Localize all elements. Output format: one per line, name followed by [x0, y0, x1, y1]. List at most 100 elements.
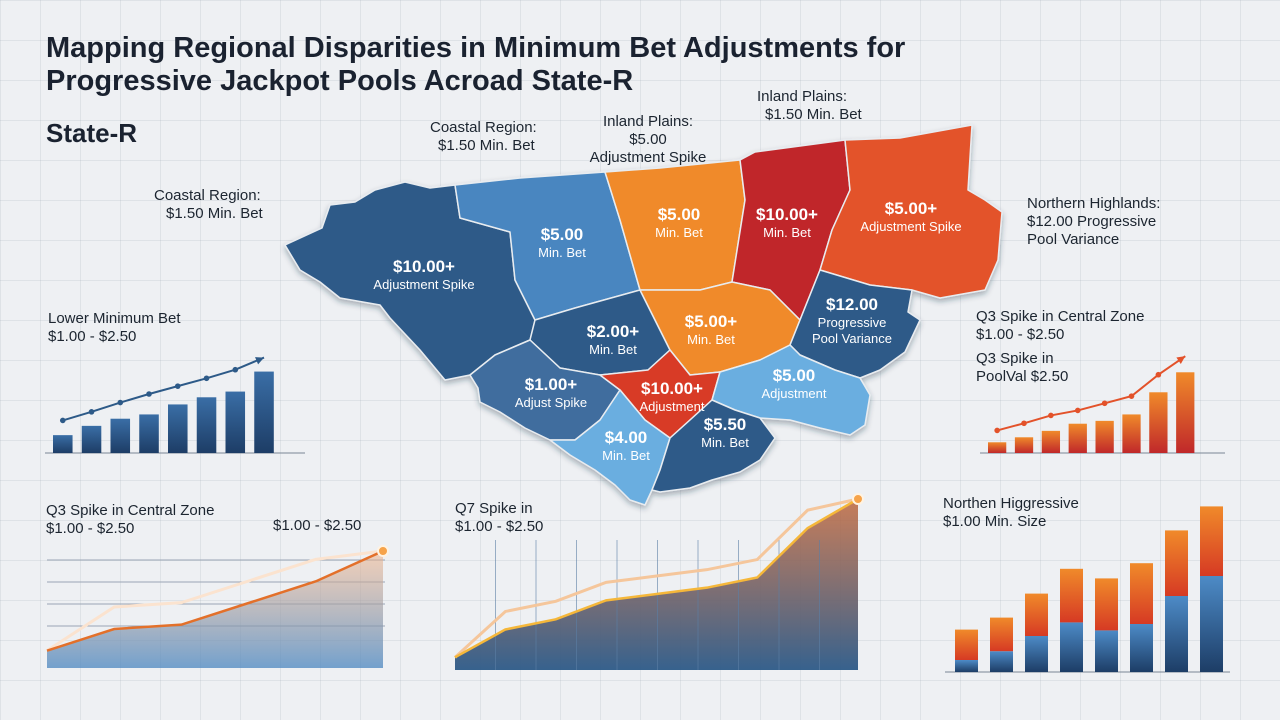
chart-bar-top	[1095, 578, 1118, 631]
map-region-label: Min. Bet	[687, 332, 735, 347]
map-region-northeast[interactable]	[819, 124, 1003, 299]
chart5-label-line1: Northen Higgressive	[943, 495, 1079, 512]
chart-trend-point	[146, 391, 152, 397]
chart-bar-base	[1060, 622, 1083, 672]
callout-inland-center: Inland Plains: $5.00 Adjustment Spike	[588, 113, 708, 167]
chart-bar-top	[990, 617, 1013, 652]
chart3-end-label: $1.00 - $2.50	[273, 517, 362, 534]
map-region-value: $2.00+	[587, 322, 640, 341]
chart-trend-arrow	[1176, 356, 1186, 364]
chart-trend-point	[994, 427, 1000, 434]
map-region-value: $12.00	[826, 295, 878, 314]
map-region-label: Min. Bet	[602, 448, 650, 463]
chart-bar-base	[955, 660, 978, 672]
callout-coastal-top-line1: Coastal Region:	[430, 119, 537, 136]
chart1-bar	[45, 356, 305, 454]
chart1-label: Lower Minimum Bet $1.00 - $2.50	[48, 310, 181, 346]
chart2-label-line2: $1.00 - $2.50	[976, 326, 1065, 343]
chart-trend-line	[62, 356, 265, 422]
map-region-label: Progressive	[818, 315, 887, 330]
chart5-stacked-bar	[945, 506, 1230, 673]
chart2-bar	[980, 355, 1225, 454]
map-region-value: $10.00+	[641, 379, 703, 398]
callout-coastal-left: Coastal Region: $1.50 Min. Bet	[154, 187, 263, 223]
chart-bar	[254, 371, 274, 453]
chart-trend-line	[996, 355, 1186, 432]
callout-inland-right-line1: Inland Plains:	[757, 88, 848, 105]
map-region-value: $4.00	[605, 428, 648, 447]
map-region-label: Min. Bet	[589, 342, 637, 357]
callout-inland-center-line1: Inland Plains:	[602, 113, 694, 130]
chart-glow-line	[453, 497, 859, 659]
map-region-south-dark[interactable]	[651, 399, 776, 493]
callout-coastal-top-line2: $1.50 Min. Bet	[438, 137, 535, 154]
map-region-label2: Pool Variance	[812, 331, 892, 346]
chart3-area	[46, 545, 389, 668]
page-subtitle: State-R	[46, 118, 138, 148]
chart-bar	[988, 442, 1007, 453]
chart3-label-line2: $1.00 - $2.50	[46, 520, 135, 537]
map-region-value: $1.00+	[525, 375, 578, 394]
callout-northern: Northern Highlands: $12.00 Progressive P…	[1027, 195, 1160, 249]
callout-inland-center-line3: Adjustment Spike	[589, 149, 707, 166]
chart-end-point	[377, 545, 389, 557]
chart2-label-line4: PoolVal $2.50	[976, 368, 1069, 385]
map-region-label: Min. Bet	[701, 435, 749, 450]
chart-trend-point	[117, 399, 124, 406]
chart-bar-top	[1130, 563, 1153, 624]
chart-bar	[168, 404, 188, 453]
chart4-label-line2: $1.00 - $2.50	[455, 518, 544, 535]
chart3-label-line1: Q3 Spike in Central Zone	[46, 502, 215, 519]
chart-area-line	[454, 497, 859, 659]
chart-bar	[139, 414, 159, 453]
chart-trend-point	[59, 417, 66, 424]
chart-area-fill	[455, 499, 858, 670]
chart-bar-base	[1095, 630, 1118, 672]
chart4-area	[453, 493, 864, 670]
chart-trend-point	[232, 366, 239, 373]
chart-bar	[1122, 414, 1141, 453]
chart-bar	[1068, 423, 1087, 453]
chart-end-point	[852, 493, 864, 505]
chart4-label-line1: Q7 Spike in	[455, 500, 533, 517]
chart4-label: Q7 Spike in $1.00 - $2.50	[455, 500, 543, 536]
map-region-label: Min. Bet	[538, 245, 586, 260]
chart-bar-base	[990, 651, 1013, 672]
chart-bar	[1014, 437, 1034, 453]
chart-bar	[196, 397, 217, 453]
chart-bar	[81, 425, 102, 453]
map-region-label: Adjustment	[761, 386, 826, 401]
chart1-label-line2: $1.00 - $2.50	[48, 328, 137, 345]
chart-bar-top	[955, 629, 978, 660]
map-region-value: $5.00	[773, 366, 816, 385]
chart-trend-point	[1048, 412, 1054, 419]
map-region-value: $5.00+	[685, 312, 738, 331]
chart2-label-line3: Q3 Spike in	[976, 350, 1054, 367]
chart-bar-base	[1025, 636, 1048, 672]
chart-bar-top	[1165, 530, 1188, 596]
chart-trend-arrow	[255, 357, 265, 365]
callout-northern-line3: Pool Variance	[1027, 231, 1120, 248]
chart-bar	[1041, 430, 1061, 453]
chart5-label-line2: $1.00 Min. Size	[943, 513, 1047, 530]
map-region-label: Min. Bet	[763, 225, 811, 240]
chart-bar	[225, 391, 246, 453]
chart1-label-line1: Lower Minimum Bet	[48, 310, 181, 327]
chart-trend-point	[174, 383, 181, 389]
chart-bar-top	[1025, 593, 1048, 636]
chart-bar-base	[1200, 576, 1223, 672]
map-region-value: $10.00+	[393, 257, 455, 276]
chart-area-line	[46, 549, 384, 652]
chart-trend-point	[1074, 407, 1081, 414]
chart-trend-point	[88, 409, 95, 415]
chart-area-fill	[47, 551, 383, 668]
chart-bar	[1176, 372, 1195, 453]
chart-bar	[110, 418, 131, 453]
chart-trend-point	[203, 375, 210, 382]
chart-trend-point	[1155, 371, 1162, 378]
map-region-value: $5.50	[704, 415, 747, 434]
callout-inland-center-line2: $5.00	[629, 131, 667, 148]
chart-trend-point	[1021, 420, 1027, 427]
chart-bar-top	[1060, 568, 1083, 623]
